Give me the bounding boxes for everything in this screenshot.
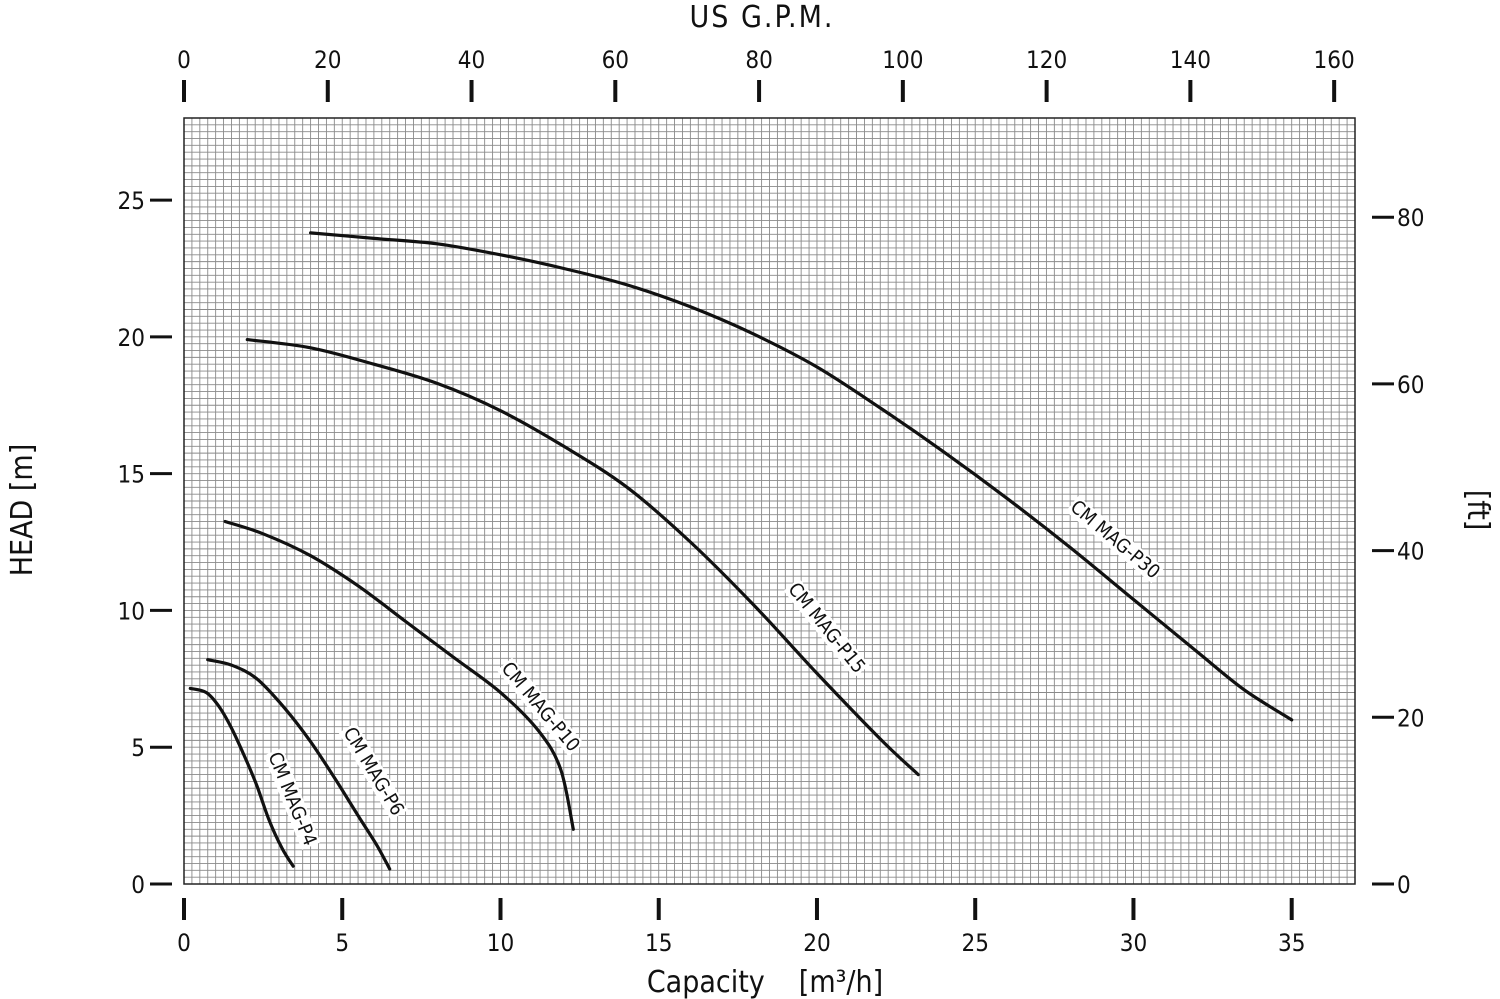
x-tick-label-35: 35	[1278, 929, 1305, 957]
axis-ticks	[150, 80, 1394, 920]
top-tick-label-0: 0	[177, 46, 191, 74]
plot-frame	[183, 117, 1356, 885]
top-tick-label-140: 140	[1170, 46, 1211, 74]
x-tick-label-20: 20	[803, 929, 830, 957]
top-tick-label-40: 40	[458, 46, 485, 74]
curve-label-bg	[496, 657, 585, 757]
y-tick-label-20: 20	[118, 324, 145, 352]
y-axis-title: HEAD [m]	[5, 444, 40, 577]
top-tick-label-120: 120	[1026, 46, 1067, 74]
top-axis-title: US G.P.M.	[690, 0, 835, 35]
right-tick-label-80: 80	[1397, 204, 1424, 232]
y-tick-label-25: 25	[118, 187, 145, 215]
curve-cm-mag-p4	[188, 686, 295, 868]
top-tick-label-100: 100	[882, 46, 923, 74]
curve-label-cm-mag-p30: CM MAG-P30	[1065, 495, 1165, 584]
y-tick-label-15: 15	[118, 461, 145, 489]
top-tick-label-60: 60	[602, 46, 629, 74]
curve-label-cm-mag-p15: CM MAG-P15	[783, 578, 870, 678]
x-tick-label-30: 30	[1120, 929, 1147, 957]
curve-label-bg	[263, 747, 321, 850]
x-axis-unit: [m³/h]	[799, 965, 883, 999]
right-axis-title: [ft]	[1460, 490, 1495, 531]
x-tick-label-15: 15	[645, 929, 672, 957]
x-axis-title: Capacity [m³/h]	[647, 965, 883, 999]
top-tick-label-160: 160	[1314, 46, 1355, 74]
y-tick-label-0: 0	[131, 871, 145, 899]
curve-label-text: CM MAG-P4	[263, 749, 320, 849]
axis-tick-labels: 0 5 10 15 20 25 30 35 0 20 40 60 80 100 120 140 160 0 5 10 1…	[118, 46, 1425, 957]
right-tick-label-20: 20	[1397, 704, 1424, 732]
curve-label-cm-mag-p6: CM MAG-P6	[338, 722, 409, 821]
curve-cm-mag-p15	[245, 338, 920, 777]
y-tick-label-10: 10	[118, 597, 145, 625]
x-tick-label-25: 25	[961, 929, 988, 957]
x-tick-label-0: 0	[177, 929, 191, 957]
x-tick-label-10: 10	[487, 929, 514, 957]
x-tick-label-5: 5	[335, 929, 349, 957]
curve-label-bg	[338, 722, 409, 821]
curve-cm-mag-p10	[223, 519, 575, 831]
right-tick-label-40: 40	[1397, 538, 1424, 566]
top-tick-label-80: 80	[745, 46, 772, 74]
right-tick-label-0: 0	[1397, 871, 1411, 899]
y-tick-label-5: 5	[131, 734, 145, 762]
curve-label-bg	[783, 578, 870, 678]
curve-cm-mag-p30	[309, 231, 1294, 722]
pump-curves	[188, 231, 1294, 871]
curve-label-cm-mag-p4: CM MAG-P4	[263, 747, 321, 850]
x-axis-label: Capacity	[647, 965, 765, 999]
right-tick-label-60: 60	[1397, 371, 1424, 399]
curve-cm-mag-p6	[206, 658, 392, 871]
curve-label-bg	[1065, 495, 1165, 584]
top-tick-label-20: 20	[314, 46, 341, 74]
